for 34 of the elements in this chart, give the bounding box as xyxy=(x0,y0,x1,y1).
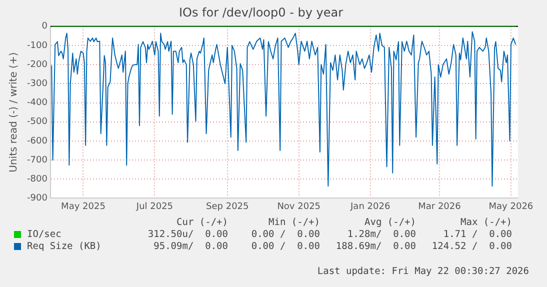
text: 0.00 / 0.00 xyxy=(250,229,320,240)
x-tick-label: Nov 2025 xyxy=(277,202,321,212)
y-tick-label: -100 xyxy=(26,40,48,51)
y-tick-label: -200 xyxy=(26,60,48,70)
text: Last update: Fri May 22 00:30:27 2026 xyxy=(317,266,529,277)
text: Max (-/+) xyxy=(460,217,512,228)
y-axis-title: Units read (-) / write (+) xyxy=(8,52,20,172)
text: 312.50u/ 0.00 xyxy=(146,229,228,240)
y-tick-label: 0 xyxy=(42,22,48,32)
y-tick-label: -900 xyxy=(26,194,48,204)
x-tick-label: Jan 2026 xyxy=(350,202,390,212)
x-tick-label: May 2025 xyxy=(61,202,106,212)
text: Min (-/+) xyxy=(268,217,320,228)
text: 0.00 / 0.00 xyxy=(250,241,320,252)
y-tick-label: -600 xyxy=(26,136,48,146)
chart-title: IOs for /dev/loop0 - by year xyxy=(178,5,344,20)
x-tick-label: Mar 2026 xyxy=(418,202,462,212)
text: Avg (-/+) xyxy=(364,217,416,228)
legend-label: IO/sec xyxy=(27,229,62,240)
x-tick-label: Sep 2025 xyxy=(206,202,249,212)
text: 188.69m/ 0.00 xyxy=(334,241,416,252)
y-tick-label: -800 xyxy=(26,174,48,184)
text: 124.52 / 0.00 xyxy=(430,241,512,252)
text: 1.28m/ 0.00 xyxy=(346,229,416,240)
text: 1.71 / 0.00 xyxy=(442,229,512,240)
text: Cur (-/+) xyxy=(176,217,228,228)
text: 95.09m/ 0.00 xyxy=(152,241,228,252)
x-tick-label: Jul 2025 xyxy=(135,202,174,212)
x-tick-label: May 2026 xyxy=(488,202,534,212)
legend-label: Req Size (KB) xyxy=(27,241,102,252)
y-tick-label: -500 xyxy=(26,117,48,128)
y-tick-label: -300 xyxy=(26,79,48,90)
y-tick-label: -700 xyxy=(26,155,48,166)
y-tick-label: -400 xyxy=(26,98,48,108)
